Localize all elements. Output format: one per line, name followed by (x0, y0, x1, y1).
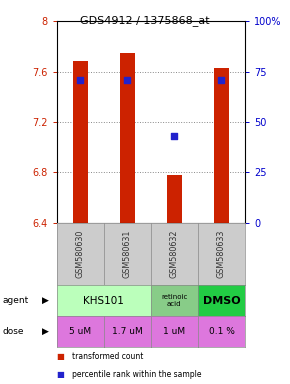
Text: GSM580631: GSM580631 (123, 230, 132, 278)
Bar (214, 68, 229, 223)
Text: transformed count: transformed count (72, 353, 144, 361)
Text: DMSO: DMSO (203, 296, 240, 306)
Text: GSM580633: GSM580633 (217, 230, 226, 278)
Text: 1 uM: 1 uM (163, 327, 185, 336)
Point (172, 133, 177, 139)
Text: retinoic
acid: retinoic acid (161, 294, 188, 307)
Bar (167, 175, 182, 223)
Text: GSM580630: GSM580630 (76, 230, 85, 278)
Text: ▶: ▶ (42, 327, 49, 336)
Point (125, 76, 130, 83)
Text: 5 uM: 5 uM (69, 327, 91, 336)
Text: KHS101: KHS101 (83, 296, 124, 306)
Text: GDS4912 / 1375868_at: GDS4912 / 1375868_at (80, 15, 210, 26)
Text: 1.7 uM: 1.7 uM (112, 327, 143, 336)
Text: GSM580632: GSM580632 (170, 230, 179, 278)
Text: ■: ■ (57, 353, 64, 361)
Text: dose: dose (3, 327, 24, 336)
Text: ▶: ▶ (42, 296, 49, 305)
Bar (72, 61, 88, 223)
Point (78, 76, 82, 83)
Text: agent: agent (3, 296, 29, 305)
Text: 0.1 %: 0.1 % (209, 327, 234, 336)
Point (219, 76, 224, 83)
Bar (120, 53, 135, 223)
Text: percentile rank within the sample: percentile rank within the sample (72, 370, 202, 379)
Text: ■: ■ (57, 370, 64, 379)
